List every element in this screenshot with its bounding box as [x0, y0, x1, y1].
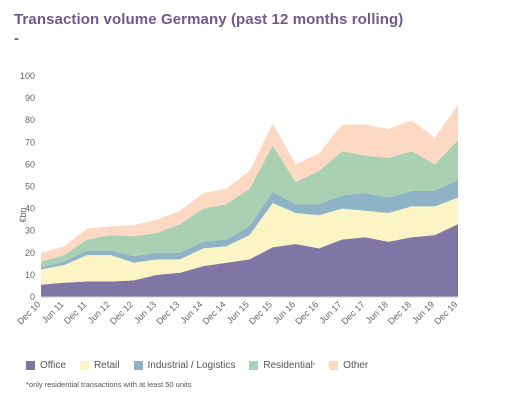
- legend-swatch-retail: [79, 361, 89, 370]
- x-tick-label: Dec 10: [15, 299, 42, 326]
- area-residential: [41, 140, 458, 268]
- legend-item-industrial: Industrial / Logistics: [133, 360, 236, 371]
- x-tick-label: Dec 12: [108, 299, 135, 326]
- legend-swatch-other: [329, 361, 339, 370]
- y-tick-label: 70: [25, 137, 35, 147]
- y-tick-label: 60: [25, 159, 35, 169]
- y-axis-label: €bn: [18, 207, 28, 222]
- x-tick-label: Jun 14: [178, 299, 204, 325]
- chart-subtitle: -: [14, 30, 19, 47]
- x-tick-label: Dec 18: [386, 299, 413, 326]
- chart-legend: Office Retail Industrial / Logistics Res…: [26, 360, 382, 371]
- legend-swatch-industrial: [133, 361, 143, 370]
- x-tick-label: Dec 14: [201, 299, 228, 326]
- y-tick-label: 40: [25, 204, 35, 214]
- legend-label-retail: Retail: [93, 360, 120, 371]
- legend-item-retail: Retail: [79, 360, 120, 371]
- x-tick-label: Dec 17: [340, 299, 367, 326]
- area-office: [41, 224, 458, 297]
- legend-label-other: Other: [343, 360, 369, 371]
- x-tick-label: Jun 13: [132, 299, 158, 325]
- area-layers: [41, 104, 458, 297]
- x-tick-label: Jun 17: [317, 299, 343, 325]
- x-tick-label: Jun 12: [86, 299, 112, 325]
- y-tick-label: 50: [25, 182, 35, 192]
- chart-footnote: *only residential transactions with at l…: [26, 380, 192, 389]
- area-retail: [41, 197, 458, 285]
- area-other: [41, 104, 458, 262]
- area-industrial-logistics: [41, 179, 458, 270]
- legend-item-office: Office: [26, 360, 66, 371]
- y-tick-label: 80: [25, 115, 35, 125]
- y-tick-label: 10: [25, 270, 35, 280]
- y-tick-label: 90: [25, 93, 35, 103]
- x-tick-label: Dec 11: [62, 299, 89, 326]
- x-tick-label: Jun 19: [410, 299, 436, 325]
- x-tick-label: Jun 11: [40, 299, 66, 325]
- x-tick-label: Jun 15: [225, 299, 251, 325]
- y-tick-label: 30: [25, 226, 35, 236]
- y-tick-label: 100: [20, 71, 35, 81]
- legend-swatch-residential: [249, 361, 259, 370]
- legend-footnote-marker: *: [312, 362, 316, 369]
- legend-label-industrial: Industrial / Logistics: [147, 360, 236, 371]
- legend-item-residential: Residential *: [249, 360, 315, 371]
- legend-item-other: Other: [329, 360, 368, 371]
- legend-label-residential: Residential: [263, 360, 313, 371]
- y-axis: 0 10 20 30 40 50 60 70 80 90 100: [20, 71, 35, 302]
- x-tick-label: Jun 18: [364, 299, 390, 325]
- legend-label-office: Office: [40, 360, 66, 371]
- y-tick-label: 20: [25, 248, 35, 258]
- x-tick-label: Dec 16: [293, 299, 320, 326]
- x-tick-label: Jun 16: [271, 299, 297, 325]
- chart-title: Transaction volume Germany (past 12 mont…: [14, 11, 404, 28]
- legend-swatch-office: [26, 361, 35, 370]
- y-tick-label: 0: [30, 292, 35, 302]
- x-tick-label: Dec 19: [432, 299, 459, 326]
- x-tick-label: Dec 13: [154, 299, 181, 326]
- x-tick-label: Dec 15: [247, 299, 274, 326]
